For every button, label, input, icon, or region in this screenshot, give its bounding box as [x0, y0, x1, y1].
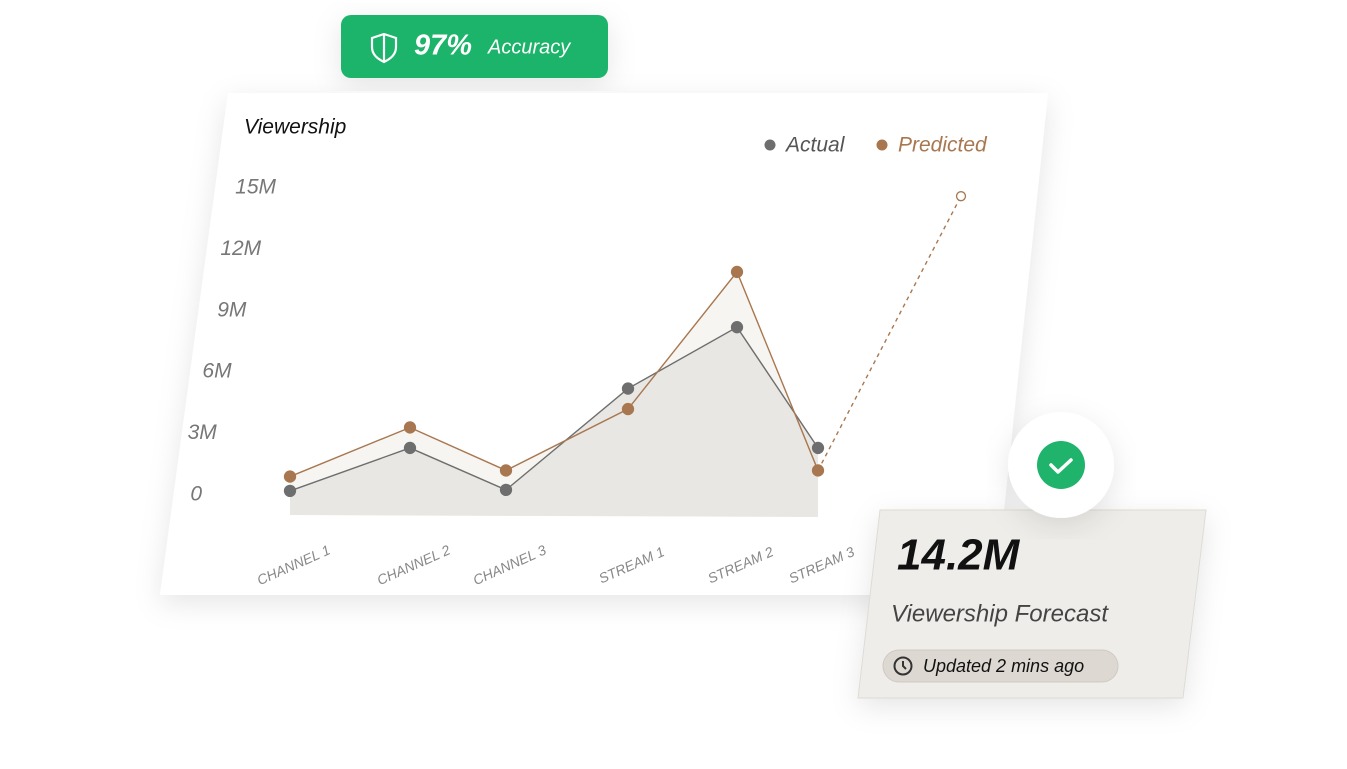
point	[955, 191, 967, 202]
point	[499, 483, 513, 497]
y-tick-label: 6M	[202, 360, 232, 383]
clock-icon	[893, 656, 913, 676]
check-icon	[1049, 458, 1073, 474]
point	[811, 464, 825, 477]
legend-label: Predicted	[898, 134, 988, 157]
point	[730, 321, 744, 334]
updated-pill	[882, 649, 1119, 683]
point	[403, 421, 417, 434]
point	[403, 441, 417, 455]
accuracy-badge	[341, 15, 608, 78]
accuracy-value: 97%	[414, 30, 472, 62]
forecast-value: 14.2M	[897, 531, 1021, 580]
forecast-label: Viewership Forecast	[891, 600, 1109, 627]
shield-icon	[370, 32, 398, 64]
accuracy-label: Accuracy	[487, 36, 571, 58]
legend-marker	[876, 139, 888, 151]
y-tick-label: 15M	[235, 176, 276, 199]
y-tick-label: 0	[190, 483, 202, 506]
y-tick-label: 9M	[217, 298, 247, 321]
point	[283, 470, 297, 483]
area	[290, 327, 818, 517]
legend-label: Actual	[784, 134, 846, 157]
check-circle	[1037, 441, 1085, 489]
y-tick-label: 12M	[220, 237, 261, 260]
point	[283, 484, 297, 498]
chart-title: Viewership	[244, 116, 346, 139]
y-tick-label: 3M	[188, 421, 218, 444]
updated-label: Updated 2 mins ago	[923, 656, 1084, 676]
legend-marker	[764, 139, 776, 151]
line	[289, 270, 819, 478]
point	[621, 402, 635, 416]
point	[621, 382, 635, 395]
point	[811, 441, 825, 455]
point	[730, 265, 744, 279]
forecast-line	[817, 195, 962, 471]
point	[499, 464, 513, 477]
clock-hands	[902, 661, 907, 670]
